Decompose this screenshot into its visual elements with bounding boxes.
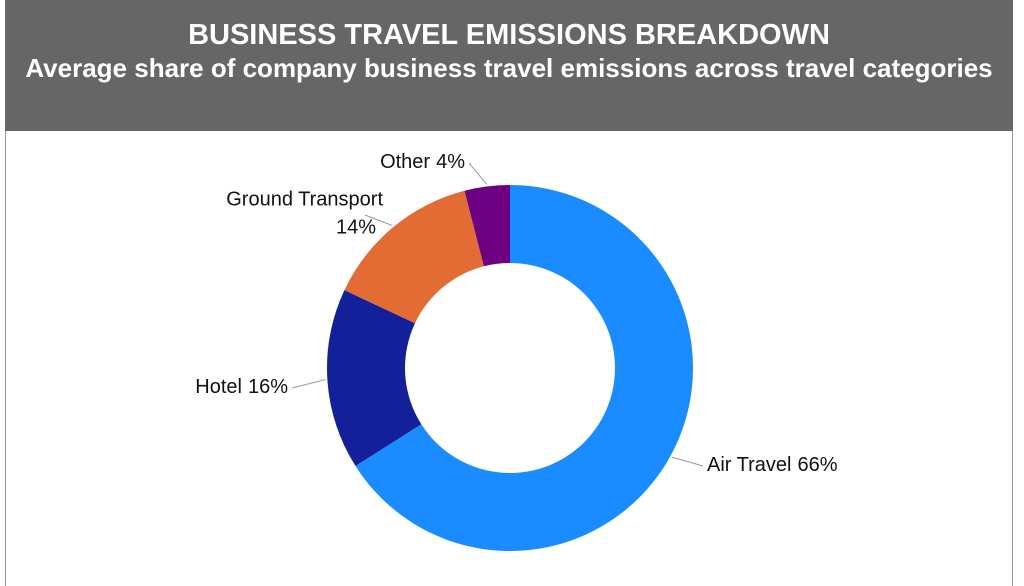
- donut-slice: [464, 185, 510, 267]
- donut-slice: [344, 190, 484, 324]
- leader-line: [291, 379, 326, 389]
- data-label-name: Hotel: [195, 376, 242, 398]
- chart-frame: [5, 131, 1013, 586]
- donut-slice: [327, 290, 422, 467]
- header: BUSINESS TRAVEL EMISSIONS BREAKDOWN Aver…: [5, 0, 1013, 131]
- data-label: Hotel 16%: [195, 376, 288, 398]
- data-label: Other 4%: [380, 151, 465, 173]
- data-label-name: Air Travel: [707, 454, 791, 476]
- data-label-value: 66%: [797, 454, 837, 476]
- chart-subtitle: Average share of company business travel…: [25, 53, 993, 83]
- data-label-value: 14%: [336, 216, 376, 238]
- data-label-name: Ground Transport: [226, 188, 383, 210]
- data-label-name: Other: [380, 151, 430, 173]
- donut-slice: [355, 185, 693, 552]
- data-label-value: 16%: [248, 376, 288, 398]
- data-label: Air Travel 66%: [707, 454, 838, 476]
- data-label-value: 4%: [436, 151, 465, 173]
- leader-line: [364, 214, 393, 226]
- chart-title: BUSINESS TRAVEL EMISSIONS BREAKDOWN: [188, 19, 830, 51]
- leader-line: [671, 456, 704, 467]
- leader-line: [468, 162, 488, 185]
